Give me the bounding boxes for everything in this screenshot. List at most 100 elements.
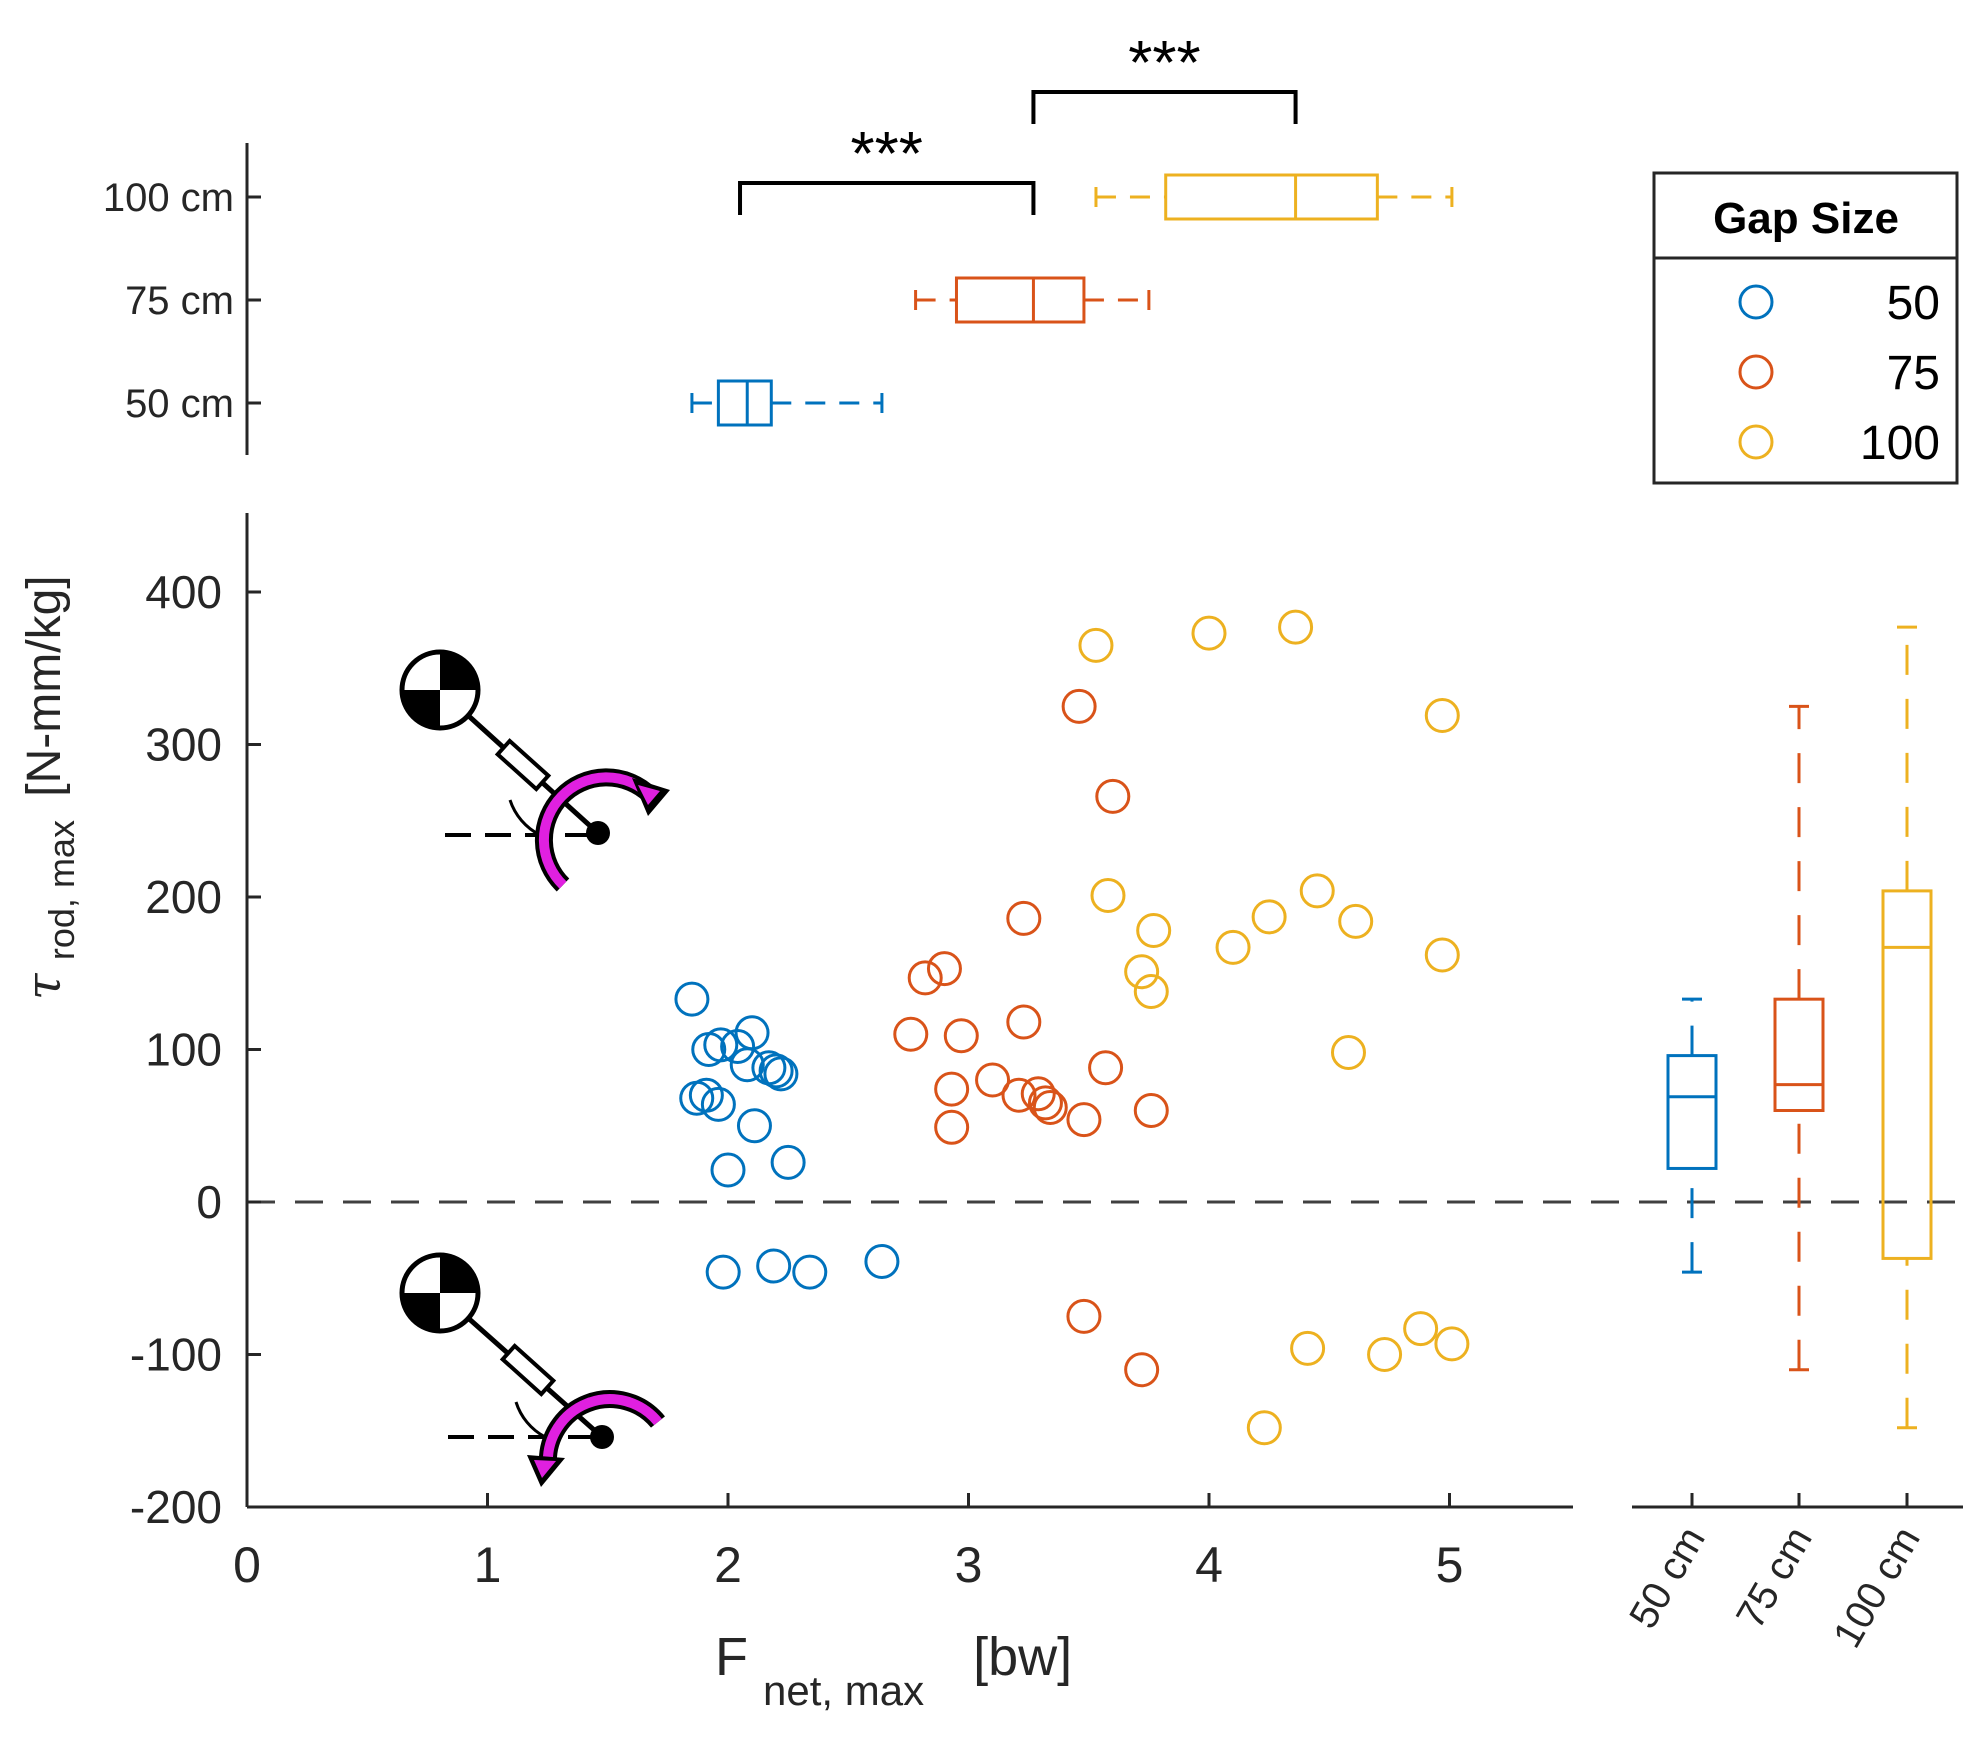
scatter-point-75 <box>1027 1085 1063 1121</box>
scatter-points <box>674 609 1470 1446</box>
right-panel-boxes <box>1666 625 1933 1430</box>
scatter-point-75 <box>1006 1004 1042 1040</box>
legend-marker <box>1738 424 1774 460</box>
scatter-point-75 <box>907 960 943 996</box>
top-tick-label: 75 cm <box>125 279 234 323</box>
right-panel-ticks: 50 cm 75 cm 100 cm <box>1621 1493 1929 1655</box>
scatter-point-50 <box>688 1077 724 1113</box>
y-tick-label: -100 <box>130 1329 222 1381</box>
scatter-point-50 <box>864 1243 900 1279</box>
x-tick-label: 5 <box>1436 1537 1464 1593</box>
scatter-point-100 <box>1136 913 1172 949</box>
legend-label: 50 <box>1887 277 1940 330</box>
pendulum-positive-torque-icon <box>399 649 670 892</box>
scatter-point-100 <box>1367 1337 1403 1372</box>
scatter-point-75 <box>926 951 962 987</box>
scatter-point-50 <box>770 1144 806 1180</box>
main-x-axis-label: F net, max [bw] <box>715 1627 1072 1717</box>
scatter-point-75 <box>934 1109 970 1145</box>
scatter-point-100 <box>1133 974 1169 1010</box>
legend-label: 75 <box>1887 347 1940 400</box>
scatter-point-100 <box>1246 1410 1282 1446</box>
scatter-point-100 <box>1078 627 1114 663</box>
scatter-point-50 <box>710 1152 746 1188</box>
right-tick-label: 50 cm <box>1621 1520 1714 1636</box>
scatter-point-100 <box>1424 937 1460 973</box>
right-tick-label: 75 cm <box>1728 1520 1821 1636</box>
legend-marker <box>1738 354 1774 390</box>
legend-label: 100 <box>1860 417 1940 470</box>
scatter-point-50 <box>792 1254 828 1290</box>
scatter-point-50 <box>763 1056 799 1092</box>
scatter-point-75 <box>1001 1077 1037 1113</box>
pendulum-negative-torque-icon <box>399 1252 665 1487</box>
scatter-point-75 <box>893 1016 929 1052</box>
scatter-point-75 <box>1061 688 1097 724</box>
scatter-point-100 <box>1251 899 1287 935</box>
scatter-point-100 <box>1278 609 1314 645</box>
main-x-ticks: 0 1 2 3 4 5 <box>233 1493 1463 1593</box>
main-y-ticks: 400 300 200 100 0 -100 -200 <box>130 566 261 1533</box>
top-box-100-cm <box>1094 173 1454 221</box>
y-tick-label: -200 <box>130 1481 222 1533</box>
scatter-point-100 <box>1215 929 1251 965</box>
scatter-point-100 <box>1299 873 1335 909</box>
legend-entries: 50 75 100 <box>1738 277 1940 470</box>
right-box-75-cm <box>1773 704 1825 1372</box>
scatter-point-75 <box>1133 1093 1169 1128</box>
scatter-point-100 <box>1338 903 1374 939</box>
y-label-symbol: τ <box>16 972 72 1000</box>
y-label-unit: [N-mm/kg] <box>18 575 71 796</box>
significance-label: *** <box>851 120 923 189</box>
y-tick-label: 100 <box>145 1024 222 1076</box>
scatter-point-100 <box>1124 954 1160 990</box>
scatter-point-100 <box>1403 1311 1439 1347</box>
top-panel-ticks: 100 cm 75 cm 50 cm <box>103 176 261 426</box>
legend-marker <box>1738 284 1774 320</box>
x-tick-label: 3 <box>955 1537 983 1593</box>
significance-bracket <box>738 181 1036 215</box>
main-y-axis-label: τ rod, max [N-mm/kg] <box>16 575 85 1000</box>
y-tick-label: 200 <box>145 871 222 923</box>
scatter-point-50 <box>729 1047 765 1083</box>
x-tick-label: 1 <box>474 1537 502 1593</box>
scatter-point-100 <box>1330 1035 1366 1071</box>
scatter-point-50 <box>758 1053 794 1089</box>
top-panel-boxes <box>690 173 1454 427</box>
scatter-point-75 <box>1020 1076 1056 1112</box>
svg-text:τ rod, max [N-: τ rod, max [N-mm/kg] <box>16 575 85 1000</box>
scatter-point-75 <box>1095 778 1131 814</box>
y-label-subscript: rod, max <box>41 820 82 960</box>
scatter-point-50 <box>700 1086 736 1122</box>
top-box-50-cm <box>690 379 884 427</box>
y-tick-label: 300 <box>145 719 222 771</box>
scatter-point-75 <box>1006 900 1042 936</box>
scatter-point-50 <box>734 1015 770 1051</box>
significance-brackets: *** *** <box>738 29 1298 215</box>
x-label-subscript: net, max <box>763 1667 924 1714</box>
x-tick-label: 0 <box>233 1537 261 1593</box>
top-tick-label: 50 cm <box>125 382 234 426</box>
scatter-point-50 <box>736 1108 772 1144</box>
scatter-point-50 <box>705 1254 741 1290</box>
top-boxplot-panel: 100 cm 75 cm 50 cm *** *** <box>103 29 1454 455</box>
x-tick-label: 4 <box>1195 1537 1223 1593</box>
scatter-point-75 <box>1088 1050 1124 1086</box>
scatter-point-50 <box>756 1248 792 1284</box>
scatter-point-100 <box>1290 1330 1326 1366</box>
significance-label: *** <box>1128 29 1200 98</box>
scatter-point-100 <box>1434 1326 1470 1362</box>
scatter-point-50 <box>674 981 710 1017</box>
svg-text:F net, max [bw: F net, max [bw] <box>715 1627 1072 1717</box>
main-scatter-panel: 400 300 200 100 0 -100 -200 0 1 2 3 4 5 τ rod, max … <box>16 513 1963 1717</box>
right-boxplot-panel: 50 cm 75 cm 100 cm <box>1621 625 1963 1655</box>
scatter-point-75 <box>1124 1352 1160 1388</box>
significance-bracket <box>1031 90 1298 124</box>
scatter-point-75 <box>943 1018 979 1054</box>
right-box-100-cm <box>1881 625 1933 1430</box>
legend-title: Gap Size <box>1713 194 1899 243</box>
legend-frame <box>1652 171 1959 485</box>
top-box-75-cm <box>914 276 1151 324</box>
scatter-point-75 <box>934 1071 970 1107</box>
right-box-50-cm <box>1666 997 1718 1274</box>
